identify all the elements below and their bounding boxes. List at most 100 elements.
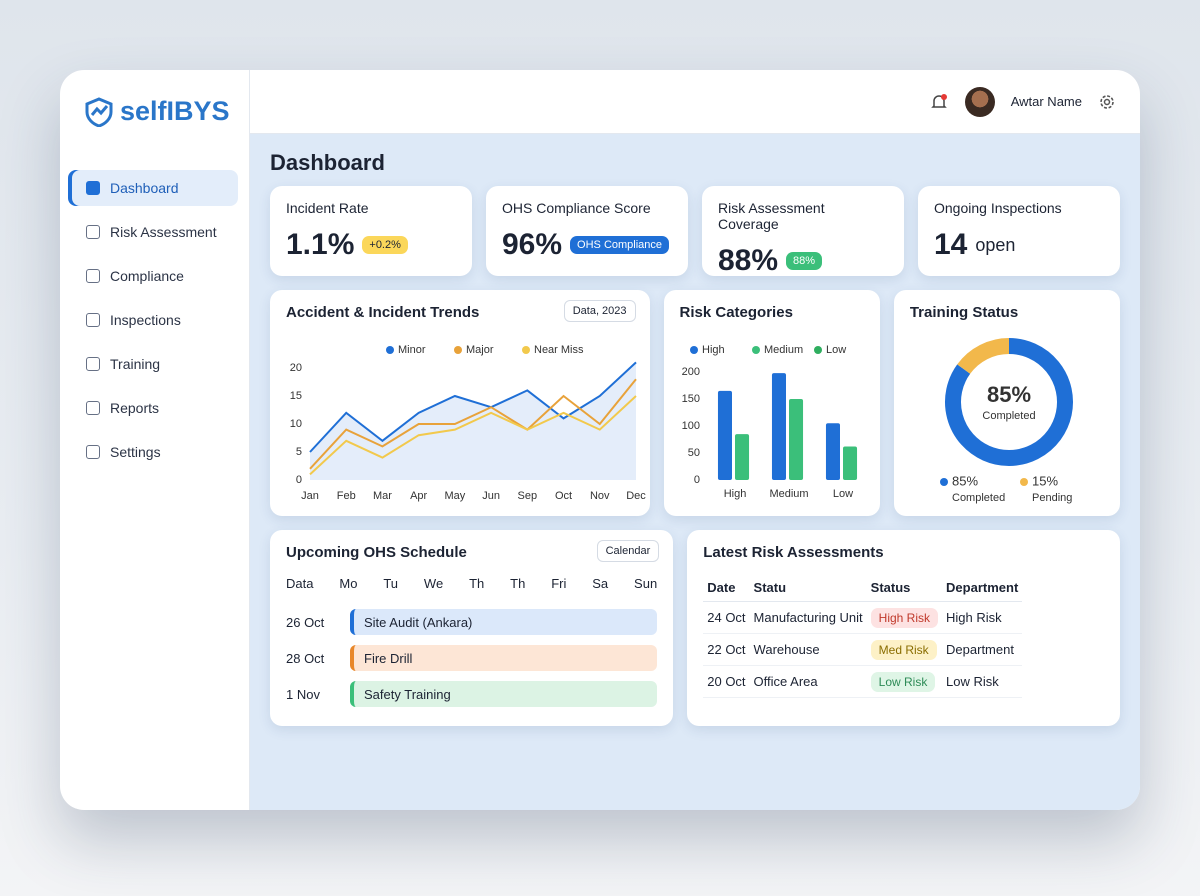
event-row: 1 Nov Safety Training <box>286 680 658 708</box>
bar <box>842 446 857 480</box>
day: Mo <box>339 576 358 591</box>
kpi-label: Risk Assessment Coverage <box>718 200 825 232</box>
status-pill: Med Risk <box>870 640 937 660</box>
bottom-row: Upcoming OHS Schedule Calendar Data Mo Tu W… <box>270 530 1120 726</box>
day: Tu <box>383 576 399 591</box>
day: Sa <box>592 576 609 591</box>
risk-card: Risk Categories High Medium Low 0 50 100 150 20… <box>663 290 880 516</box>
app-window: selfIBYS Dashboard Risk Assessment Compl… <box>60 70 1140 810</box>
status-pill: Low Risk <box>870 672 936 692</box>
card-title: Accident & Incident Trends <box>286 304 480 321</box>
table-header: Date <box>703 574 750 602</box>
nav-item[interactable]: Inspections <box>72 302 238 338</box>
day: Sun <box>634 576 658 591</box>
risk-table: Date Statu Status Department 24 Oct Manufact… <box>703 574 1023 698</box>
card-title: Upcoming OHS Schedule <box>286 544 467 561</box>
notification-bell[interactable] <box>929 92 949 112</box>
bar <box>771 373 786 480</box>
chart-row: Accident & Incident Trends Data, 2023 Mi… <box>270 290 1120 516</box>
table-header: Statu <box>749 574 867 602</box>
legend-value: 15% <box>1032 473 1058 488</box>
x-tick-label: Apr <box>410 490 427 502</box>
bar <box>717 390 732 480</box>
nav-item[interactable]: Risk Assessment <box>72 214 238 250</box>
year-dropdown[interactable]: Data, 2023 <box>563 300 636 322</box>
y-tick-label: 5 <box>296 446 302 458</box>
x-tick-label: Low <box>832 488 852 500</box>
brand: selfIBYS <box>120 96 230 126</box>
center-label: Completed <box>982 410 1035 422</box>
y-tick-label: 150 <box>681 393 699 405</box>
day-header: Data Mo Tu We Th Th Fri Sa Sun <box>286 576 657 591</box>
card-title: Risk Categories <box>679 304 793 321</box>
training-card: Training Status 85% Completed 85% Completed… <box>893 290 1120 516</box>
kpi-label: Incident Rate <box>286 200 369 216</box>
legend-label: Near Miss <box>534 344 584 356</box>
legend-value: 85% <box>952 473 978 488</box>
legend-label: Major <box>466 344 494 356</box>
settings-icon[interactable] <box>1098 93 1116 111</box>
kpi-card: Risk Assessment Coverage 88% 88% <box>702 186 904 277</box>
nav-label: Risk Assessment <box>110 224 217 240</box>
legend-dot <box>386 346 394 354</box>
x-tick-label: Medium <box>769 488 808 500</box>
nav-label: Training <box>110 356 161 372</box>
cell: 22 Oct <box>703 633 750 666</box>
nav-item[interactable]: Dashboard <box>72 170 238 206</box>
legend-label: Minor <box>398 344 426 356</box>
nav-item[interactable]: Compliance <box>72 258 238 294</box>
event-date: 1 Nov <box>286 686 320 702</box>
kpi-value: 96% <box>502 228 563 261</box>
event-bar[interactable]: Fire Drill <box>350 645 658 671</box>
event-bar[interactable]: Site Audit (Ankara) <box>350 609 658 635</box>
nav-item[interactable]: Training <box>72 346 238 382</box>
risk-table-card: Latest Risk Assessments Date Statu Status D… <box>687 530 1120 726</box>
nav: Dashboard Risk Assessment Compliance Ins… <box>72 170 238 478</box>
kpi-value: 14 <box>934 228 968 261</box>
y-tick-label: 0 <box>693 474 699 486</box>
x-tick-label: Jun <box>482 490 500 502</box>
kpi-card: Incident Rate 1.1% +0.2% <box>270 186 472 276</box>
event-date: 26 Oct <box>286 614 325 630</box>
cell: Department <box>942 633 1023 666</box>
x-tick-label: Nov <box>590 490 610 502</box>
donut-chart: 85% Completed 85% Completed 15% Pending <box>939 338 1073 504</box>
cell: Office Area <box>749 665 867 698</box>
cell: Low Risk <box>942 665 1023 698</box>
line <box>309 378 637 470</box>
nav-item[interactable]: Reports <box>72 390 238 426</box>
x-tick-label: May <box>444 490 465 502</box>
legend-dot <box>522 346 530 354</box>
y-tick-label: 15 <box>290 390 302 402</box>
calendar-dropdown[interactable]: Calendar <box>596 540 660 562</box>
legend-dot <box>939 478 948 486</box>
legend-dot <box>813 346 822 354</box>
kpi-value: 88% <box>718 244 779 277</box>
cell: Warehouse <box>749 633 867 666</box>
event-row: 26 Oct Site Audit (Ankara) <box>286 608 658 636</box>
x-tick-label: Feb <box>337 490 356 502</box>
nav-item[interactable]: Settings <box>72 434 238 470</box>
schedule-card: Upcoming OHS Schedule Calendar Data Mo Tu W… <box>270 530 674 726</box>
donut-segment <box>944 338 1073 466</box>
avatar[interactable] <box>964 86 995 117</box>
kpi-badge: 88% <box>786 252 823 270</box>
line-chart: Minor Major Near Miss 0 5 10 15 20 Jan Feb Mar Apr M… <box>290 344 647 502</box>
legend-dot <box>454 346 462 354</box>
day: Data <box>286 576 314 591</box>
kpi-card: OHS Compliance Score 96% OHS Compliance <box>486 186 688 276</box>
event-row: 28 Oct Fire Drill <box>286 644 658 672</box>
bar <box>788 399 803 480</box>
day: Fri <box>551 576 567 591</box>
nav-label: Reports <box>110 400 160 416</box>
y-tick-label: 0 <box>296 474 302 486</box>
day: We <box>423 576 444 591</box>
page-title: Dashboard <box>270 150 385 175</box>
logo: selfIBYS <box>84 96 230 127</box>
nav-label: Dashboard <box>110 180 179 196</box>
user-name[interactable]: Awtar Name <box>1010 94 1082 109</box>
event-bar[interactable]: Safety Training <box>350 681 658 707</box>
legend-label: Completed <box>952 492 1005 504</box>
